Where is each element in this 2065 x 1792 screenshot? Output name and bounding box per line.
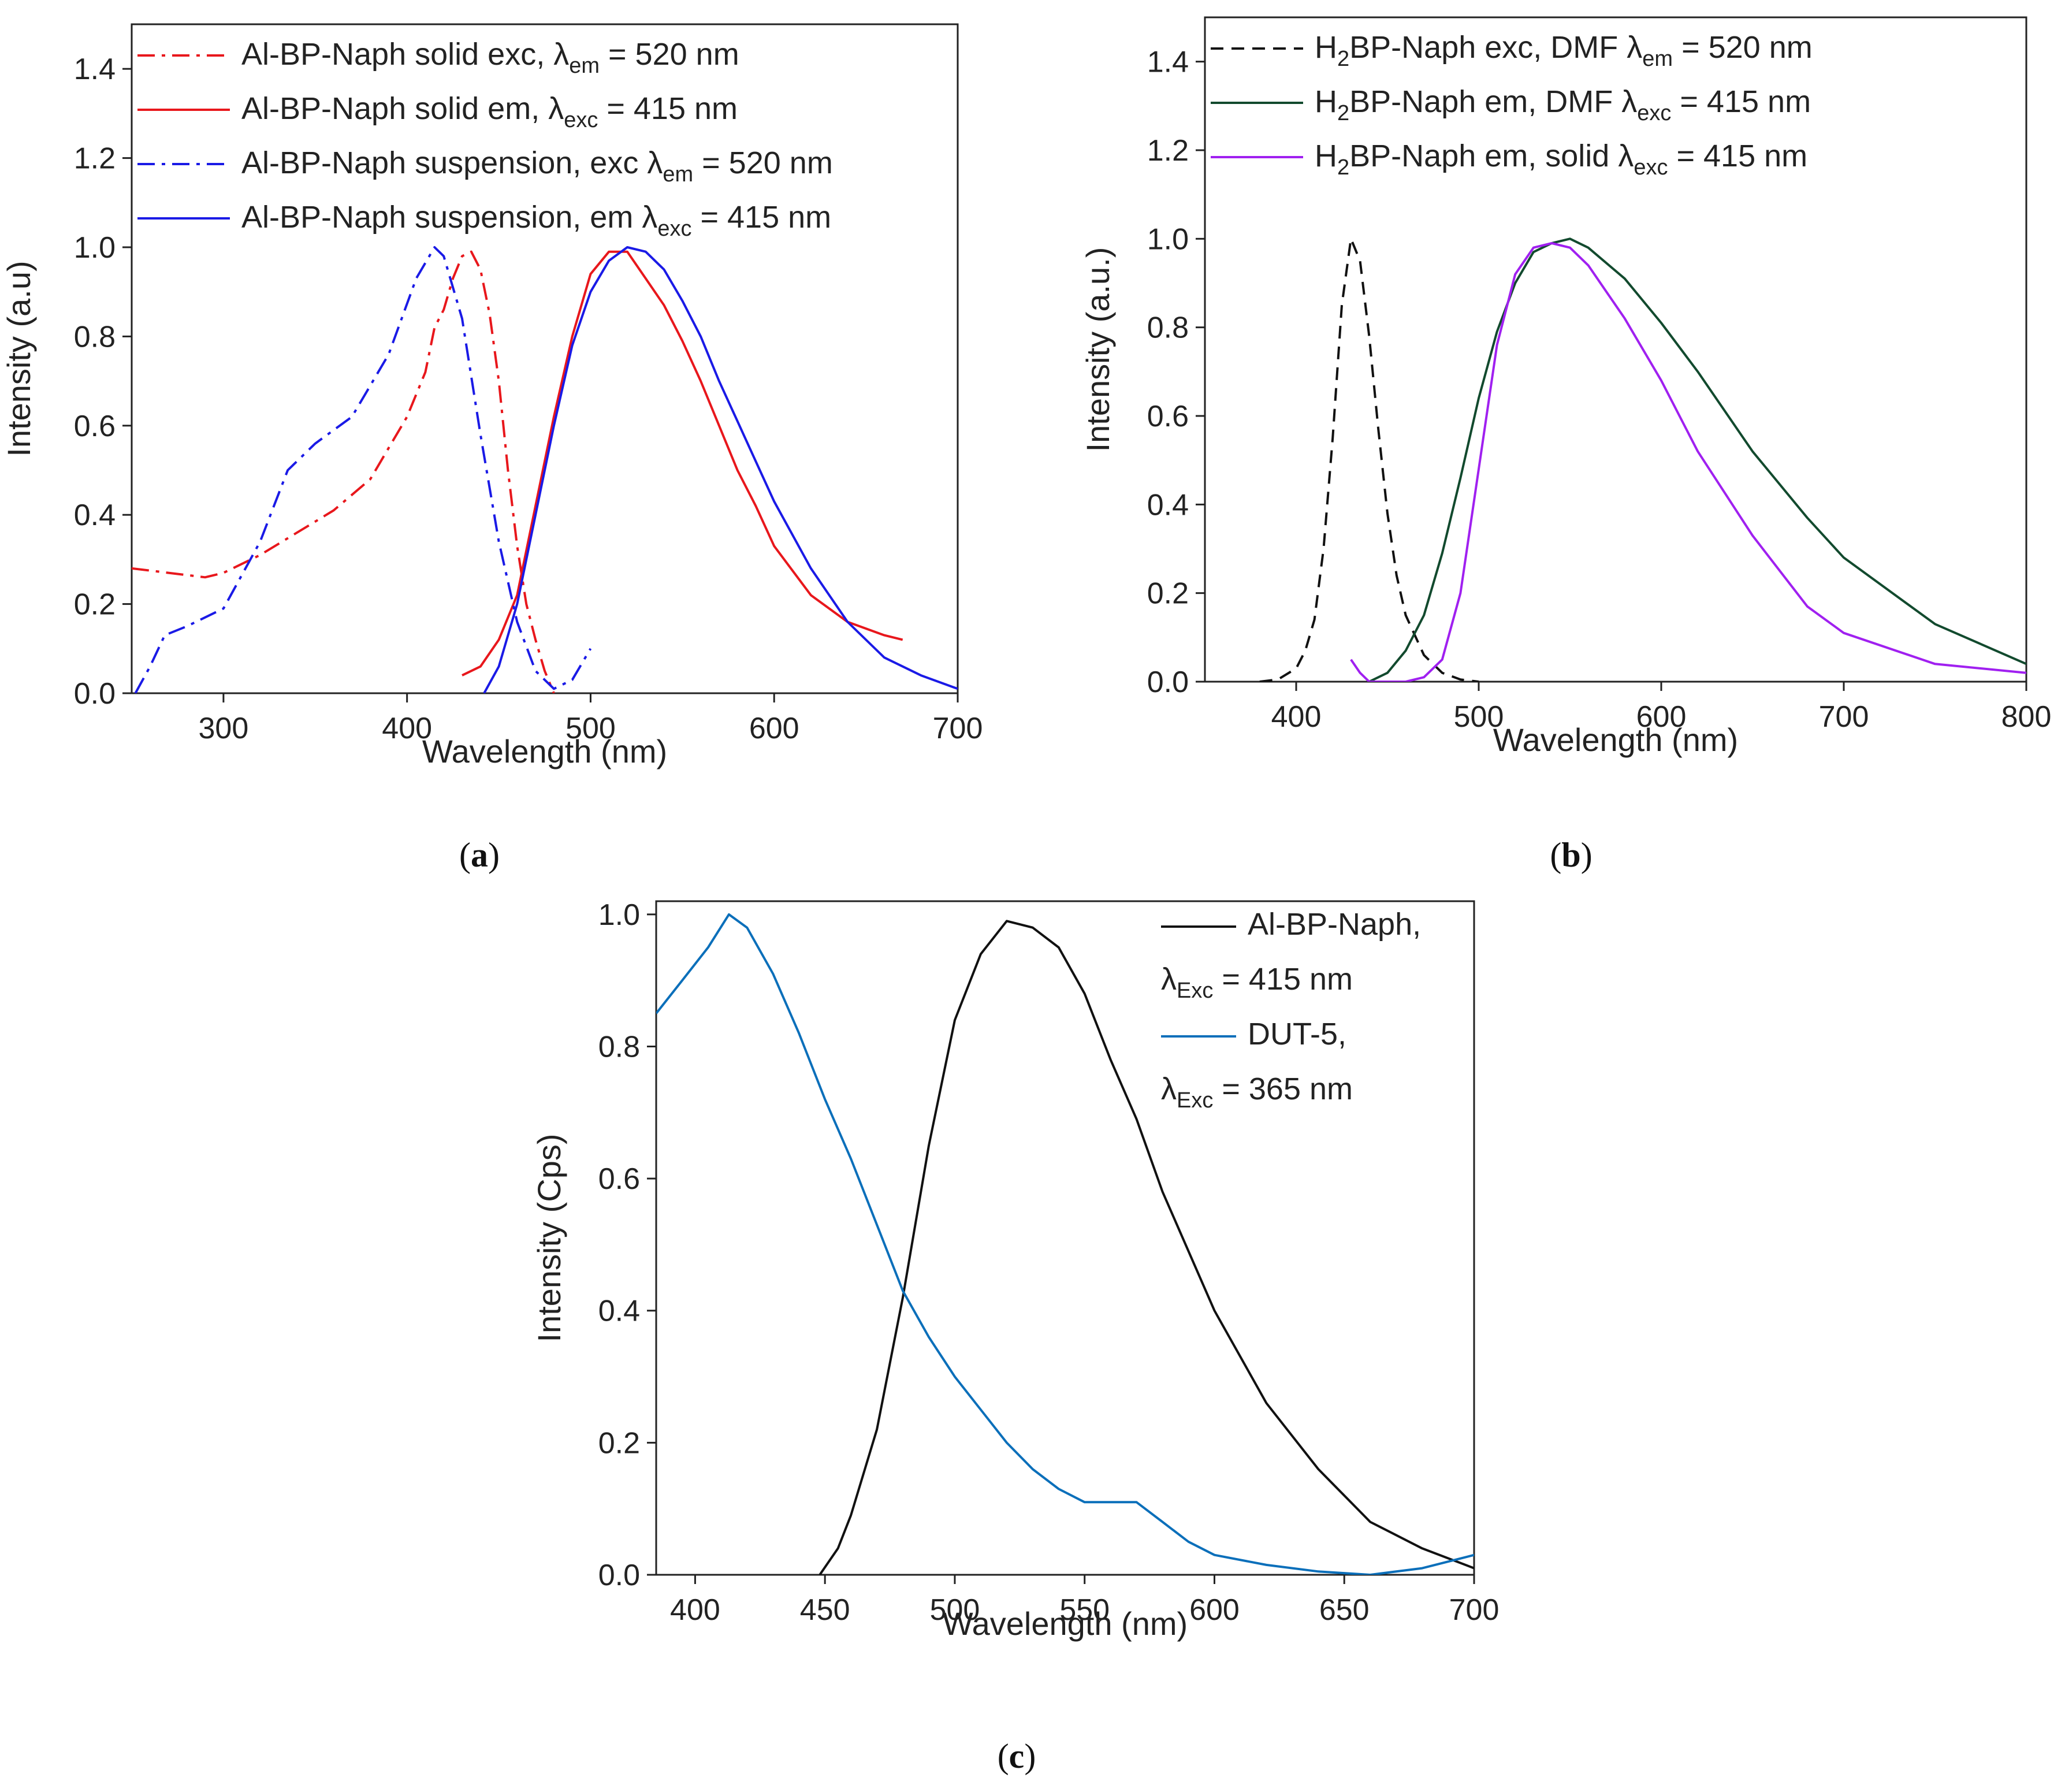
y-tick-label: 0.6 (598, 1162, 640, 1196)
y-tick-label: 0.8 (1147, 311, 1189, 345)
series-line-1 (132, 250, 555, 693)
y-axis-label: Intensity (a.u) (1, 261, 37, 456)
x-tick-label: 600 (1636, 700, 1687, 734)
x-tick-label: 300 (199, 712, 249, 745)
y-tick-label: 0.4 (598, 1295, 640, 1328)
x-tick-label: 600 (749, 712, 799, 745)
series-line-2 (462, 250, 903, 676)
y-tick-label: 1.2 (1147, 134, 1189, 168)
x-tick-label: 500 (1454, 700, 1504, 734)
legend-label: Al-BP-Naph, (1248, 907, 1421, 942)
y-tick-label: 1.2 (74, 142, 116, 176)
y-tick-label: 0.8 (74, 320, 116, 354)
x-tick-label: 500 (930, 1593, 980, 1627)
legend-entry-2: Al-BP-Naph solid em, λexc = 415 nm (137, 91, 738, 132)
x-tick-label: 700 (933, 712, 983, 745)
plot-frame (131, 23, 959, 694)
legend-entry-1: Al-BP-Naph, λExc = 415 nm (1161, 907, 1421, 1003)
y-tick-label: 0.4 (74, 499, 116, 532)
y-tick-label: 0.6 (74, 410, 116, 443)
legend-label: H2BP-Naph em, solid λexc = 415 nm (1315, 139, 1807, 180)
chart-panel-b: 400 500 600 700 800 0.0 0.2 0.4 0.6 0.8 1.0 1.2 1.4 W… (1080, 16, 2052, 874)
legend-entry-3: Al-BP-Naph suspension, exc λem = 520 nm (137, 146, 833, 187)
x-tick-label: 800 (2001, 700, 2052, 734)
y-tick-label: 0.6 (1147, 400, 1189, 433)
legend-label: Al-BP-Naph solid em, λexc = 415 nm (241, 91, 738, 132)
y-tick-label: 0.4 (1147, 488, 1189, 522)
legend-entry-1: H2BP-Naph exc, DMF λem = 520 nm (1211, 30, 1813, 71)
plot-frame (655, 900, 1475, 1576)
legend-entry-2: DUT-5, λExc = 365 nm (1161, 1017, 1353, 1113)
x-axis-label: Wavelength (nm) (943, 1605, 1188, 1642)
y-tick-label: 0.0 (1147, 666, 1189, 699)
legend-label: λExc = 415 nm (1161, 962, 1353, 1003)
y-tick-label: 0.2 (598, 1426, 640, 1460)
x-tick-label: 600 (1189, 1593, 1240, 1627)
x-tick-label: 550 (1059, 1593, 1110, 1627)
legend-label: Al-BP-Naph solid exc, λem = 520 nm (241, 37, 739, 78)
chart-panel-c: 400 450 500 550 600 650 700 0.0 0.2 0.4 0.6 0.8 1.0 W… (531, 898, 1499, 1775)
plot-frame (1204, 16, 2027, 683)
x-tick-label: 450 (800, 1593, 850, 1627)
panel-label: (b) (1550, 836, 1592, 874)
chart-panel-a: 300 400 500 600 700 0.0 0.2 0.4 0.6 0.8 1.0 1.2 1.4 W… (1, 23, 983, 874)
legend-entry-3: H2BP-Naph em, solid λexc = 415 nm (1211, 139, 1807, 180)
y-axis-label: Intensity (a.u.) (1080, 247, 1116, 452)
legend-label: H2BP-Naph em, DMF λexc = 415 nm (1315, 84, 1811, 125)
series-line-2 (1368, 237, 2026, 682)
series-line-1 (818, 920, 1474, 1575)
y-tick-label: 0.2 (74, 588, 116, 622)
y-axis-label: Intensity (Cps) (531, 1134, 567, 1343)
legend-label: λExc = 365 nm (1161, 1072, 1353, 1113)
y-tick-label: 1.0 (1147, 222, 1189, 256)
x-axis-label: Wavelength (nm) (1493, 722, 1738, 758)
x-tick-label: 650 (1319, 1593, 1370, 1627)
x-tick-label: 700 (1449, 1593, 1500, 1627)
x-tick-label: 400 (382, 712, 432, 745)
legend-label: Al-BP-Naph suspension, exc λem = 520 nm (241, 146, 833, 187)
y-tick-label: 1.4 (1147, 46, 1189, 79)
panel-label: (c) (998, 1737, 1036, 1775)
series-line-4 (483, 246, 958, 693)
y-tick-label: 0.8 (598, 1030, 640, 1064)
y-tick-label: 0.0 (74, 677, 116, 711)
legend-entry-1: Al-BP-Naph solid exc, λem = 520 nm (137, 37, 739, 78)
series-line-1 (1259, 237, 1479, 682)
x-tick-label: 400 (1271, 700, 1322, 734)
x-axis-label: Wavelength (nm) (422, 733, 667, 769)
y-tick-label: 1.0 (598, 898, 640, 932)
panel-label: (a) (459, 836, 500, 874)
x-tick-label: 700 (1819, 700, 1869, 734)
legend-label: DUT-5, (1248, 1017, 1346, 1051)
y-tick-label: 1.4 (74, 53, 116, 86)
legend-entry-4: Al-BP-Naph suspension, em λexc = 415 nm (137, 200, 831, 241)
legend-entry-2: H2BP-Naph em, DMF λexc = 415 nm (1211, 84, 1811, 125)
y-tick-label: 1.0 (74, 231, 116, 265)
legend-label: Al-BP-Naph suspension, em λexc = 415 nm (241, 200, 831, 241)
series-line-3 (1350, 242, 2026, 682)
series-line-2 (656, 913, 1474, 1575)
x-tick-label: 500 (565, 712, 616, 745)
y-tick-label: 0.2 (1147, 577, 1189, 611)
series-line-3 (134, 246, 592, 693)
y-tick-label: 0.0 (598, 1559, 640, 1592)
x-tick-label: 400 (670, 1593, 720, 1627)
legend-label: H2BP-Naph exc, DMF λem = 520 nm (1315, 30, 1813, 71)
